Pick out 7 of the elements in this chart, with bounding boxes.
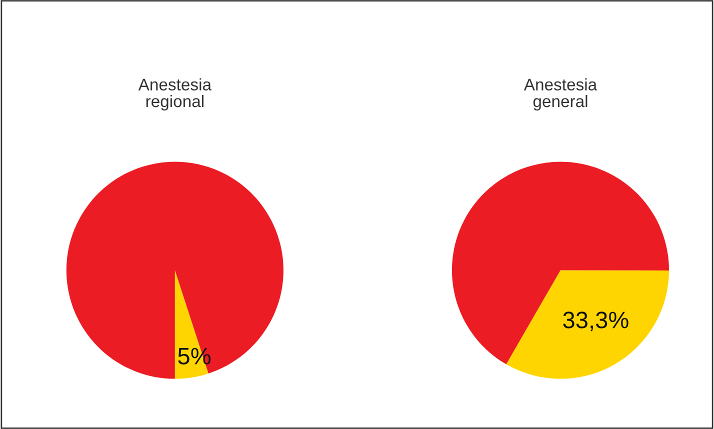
chart-title: Anestesia regional (138, 78, 212, 111)
chart-title: Anestesia general (524, 78, 598, 111)
pie-slice (174, 270, 208, 379)
pie-slice (506, 270, 670, 379)
pie-slice (452, 162, 670, 364)
pie-slice (66, 162, 284, 379)
data-label: 33,3% (563, 312, 628, 332)
